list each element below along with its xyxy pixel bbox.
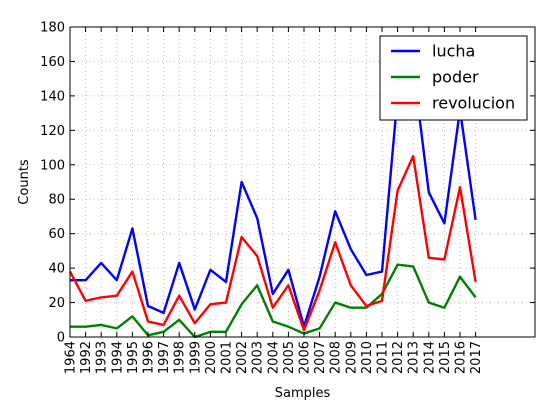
legend-label-poder: poder: [432, 68, 479, 87]
x-tick-label: 1992: [79, 341, 94, 374]
y-tick-label: 20: [48, 296, 65, 311]
x-tick-label: 1994: [110, 341, 125, 374]
y-tick-label: 80: [48, 193, 65, 208]
x-tick-label: 2013: [407, 341, 422, 374]
x-tick-label: 1964: [64, 341, 79, 374]
series-line-revolucion: [68, 154, 477, 332]
x-tick-label: 2017: [469, 341, 484, 374]
x-tick-label: 2006: [298, 341, 313, 374]
x-tick-label: 2000: [204, 341, 219, 374]
x-tick-label: 2011: [376, 341, 391, 374]
series-line-poder: [70, 263, 477, 339]
x-axis-label: Samples: [275, 386, 331, 401]
x-tick-label: 1995: [126, 341, 141, 374]
y-tick-label: 120: [40, 124, 65, 139]
y-axis-ticks: 0 20 40 60 80 100 120 140 160 180: [40, 21, 535, 346]
x-tick-label: 2016: [454, 341, 469, 374]
y-tick-label: 100: [40, 158, 65, 173]
x-axis-ticks: 1964 1992 1993 1994 1995 1996 1997 1998 1999 2000…: [64, 27, 484, 374]
x-tick-label: 1998: [173, 341, 188, 374]
x-tick-label: 2002: [235, 341, 250, 374]
x-tick-label: 2014: [422, 341, 437, 374]
x-tick-label: 2009: [344, 341, 359, 374]
x-tick-label: 2010: [360, 341, 375, 374]
x-tick-label: 2008: [329, 341, 344, 374]
y-axis-label: Counts: [17, 159, 32, 205]
y-tick-label: 140: [40, 89, 65, 104]
x-tick-label: 2004: [266, 341, 281, 374]
x-tick-label: 2001: [220, 341, 235, 374]
legend-label-lucha: lucha: [432, 42, 475, 61]
x-tick-label: 2015: [438, 341, 453, 374]
x-tick-label: 2012: [391, 341, 406, 374]
x-tick-label: 1996: [142, 341, 157, 374]
y-tick-label: 60: [48, 227, 65, 242]
x-tick-label: 2005: [282, 341, 297, 374]
x-tick-label: 1993: [95, 341, 110, 374]
plot-frame: [69, 26, 536, 338]
legend-label-revolucion: revolucion: [432, 94, 515, 113]
y-tick-label: 0: [57, 331, 65, 346]
x-tick-label: 1999: [188, 341, 203, 374]
y-tick-label: 180: [40, 21, 65, 36]
y-tick-label: 160: [40, 55, 65, 70]
x-tick-label: 2007: [313, 341, 328, 374]
x-tick-label: 2003: [251, 341, 266, 374]
x-tick-label: 1997: [157, 341, 172, 374]
y-tick-label: 40: [48, 262, 65, 277]
legend: lucha poder revolucion: [379, 35, 528, 121]
